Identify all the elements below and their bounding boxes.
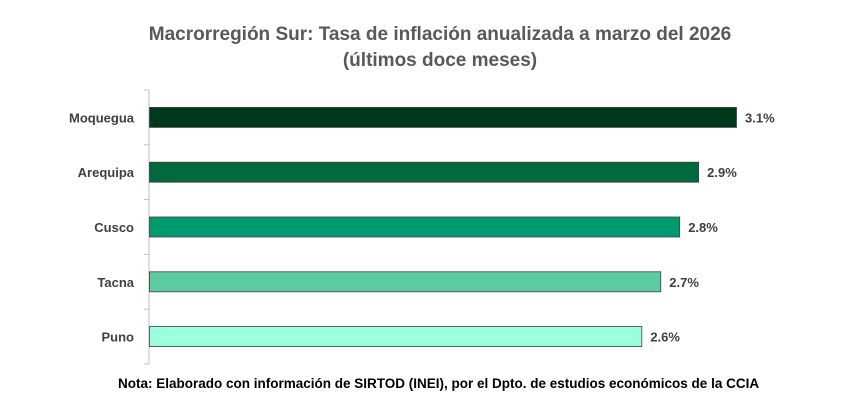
chart-title-main: Macrorregión Sur: Tasa de inflación anua… bbox=[148, 24, 732, 45]
bar bbox=[149, 107, 737, 128]
data-label: 2.6% bbox=[650, 330, 680, 345]
data-label: 3.1% bbox=[745, 110, 775, 125]
data-label: 2.8% bbox=[688, 220, 718, 235]
chart-title: Macrorregión Sur: Tasa de inflación anua… bbox=[0, 22, 867, 74]
category-label: Puno bbox=[102, 330, 135, 345]
category-label: Moquegua bbox=[69, 110, 135, 125]
chart-subtitle: (últimos doce meses) bbox=[342, 50, 538, 71]
category-label: Cusco bbox=[94, 220, 134, 235]
data-label: 2.9% bbox=[707, 165, 737, 180]
source-note: Nota: Elaborado con información de SIRTO… bbox=[118, 376, 760, 391]
category-label: Tacna bbox=[97, 275, 134, 290]
data-label: 2.7% bbox=[669, 275, 699, 290]
bar bbox=[149, 216, 681, 238]
bar bbox=[149, 161, 700, 183]
category-label: Arequipa bbox=[78, 165, 135, 180]
bar bbox=[149, 271, 662, 293]
bar bbox=[149, 326, 643, 348]
